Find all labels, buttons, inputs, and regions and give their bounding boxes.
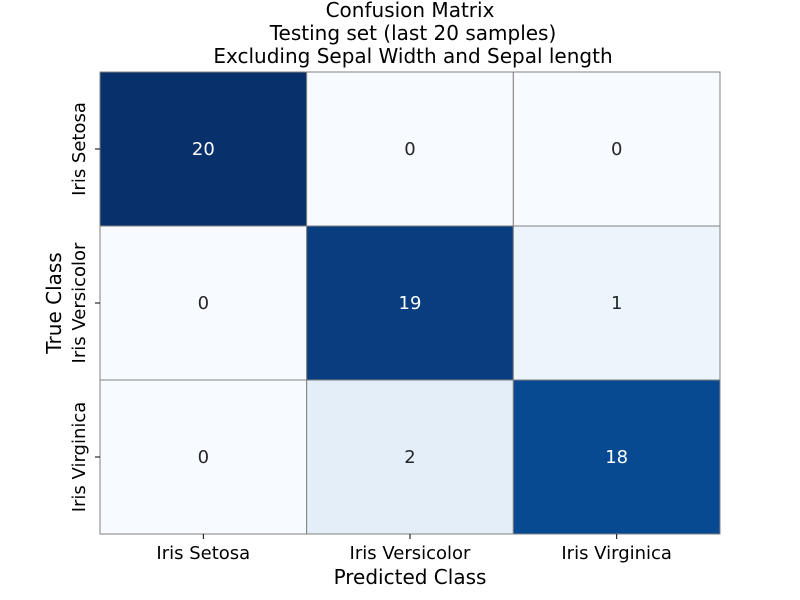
heatmap-cells [99,71,721,535]
cell-value-r2-c0: 0 [198,447,209,468]
cell-value-r0-c0: 20 [192,139,215,160]
chart-title: Confusion Matrix Testing set (last 20 sa… [213,0,612,68]
heatmap-cell-r0-c0 [99,71,308,227]
chart-title-line-1: Confusion Matrix [326,0,495,22]
heatmap-cell-labels: 20 0 0 0 19 1 0 2 18 [192,139,628,468]
x-axis-label: Predicted Class [334,565,487,589]
heatmap-cell-r1-c1 [306,225,514,381]
y-tick-label-1: Iris Versicolor [69,242,90,364]
x-tick-label-2: Iris Virginica [561,543,672,564]
y-tick-label-2: Iris Virginica [69,402,90,513]
chart-title-line-3: Excluding Sepal Width and Sepal length [213,44,612,68]
x-axis-ticks: Iris Setosa Iris Versicolor Iris Virginica [156,534,672,564]
x-tick-label-0: Iris Setosa [156,543,250,564]
chart-title-line-2: Testing set (last 20 samples) [269,21,557,45]
heatmap-cell-r2-c0 [99,379,308,535]
y-axis-ticks: Iris Setosa Iris Versicolor Iris Virginica [69,102,100,512]
cell-value-r1-c0: 0 [198,293,209,314]
cell-value-r2-c2: 18 [605,447,628,468]
heatmap-cell-r1-c0 [99,225,308,381]
cell-value-r1-c1: 19 [399,293,422,314]
x-tick-label-1: Iris Versicolor [350,543,472,564]
y-tick-label-0: Iris Setosa [69,102,90,196]
cell-value-r0-c2: 0 [611,139,622,160]
y-axis-label: True Class [42,252,66,354]
heatmap-cell-r0-c1 [306,71,514,227]
heatmap-cell-r0-c2 [512,71,721,227]
heatmap-cell-r2-c1 [306,379,514,535]
cell-value-r0-c1: 0 [404,139,415,160]
cell-value-r1-c2: 1 [611,293,622,314]
cell-value-r2-c1: 2 [404,447,415,468]
heatmap-cell-r1-c2 [512,225,721,381]
